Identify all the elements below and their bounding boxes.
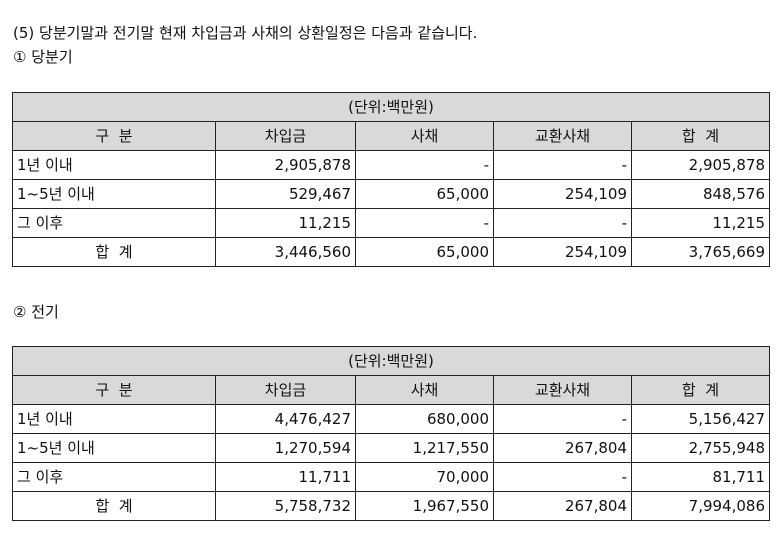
column-header-borrowings: 차입금 xyxy=(215,121,356,151)
unit-label: (단위:백만원) xyxy=(12,346,770,376)
section-heading-prior: ② 전기 xyxy=(13,303,59,321)
table-row: 1년 이내 2,905,878 - - 2,905,878 xyxy=(12,150,770,180)
cell-total: 2,755,948 xyxy=(631,433,770,463)
cell-exchangeable-bonds: 267,804 xyxy=(493,491,632,521)
cell-bonds: 65,000 xyxy=(355,179,494,209)
total-row: 합 계 5,758,732 1,967,550 267,804 7,994,08… xyxy=(12,491,770,521)
cell-total: 5,156,427 xyxy=(631,404,770,434)
table-row: 1년 이내 4,476,427 680,000 - 5,156,427 xyxy=(12,404,770,434)
cell-exchangeable-bonds: - xyxy=(493,208,632,238)
row-label-total: 합 계 xyxy=(12,237,216,267)
column-header-exchangeable-bonds: 교환사채 xyxy=(493,121,632,151)
cell-bonds: - xyxy=(355,208,494,238)
unit-row: (단위:백만원) xyxy=(12,346,770,376)
cell-bonds: 680,000 xyxy=(355,404,494,434)
cell-exchangeable-bonds: 254,109 xyxy=(493,179,632,209)
row-label: 1~5년 이내 xyxy=(12,179,216,209)
cell-borrowings: 3,446,560 xyxy=(215,237,356,267)
column-header-borrowings: 차입금 xyxy=(215,375,356,405)
cell-total: 848,576 xyxy=(631,179,770,209)
cell-bonds: 1,217,550 xyxy=(355,433,494,463)
row-label: 그 이후 xyxy=(12,462,216,492)
cell-exchangeable-bonds: - xyxy=(493,462,632,492)
table-row: 그 이후 11,711 70,000 - 81,711 xyxy=(12,462,770,492)
column-header-total: 합 계 xyxy=(631,375,770,405)
table-row: 그 이후 11,215 - - 11,215 xyxy=(12,208,770,238)
column-header-bonds: 사채 xyxy=(355,375,494,405)
cell-bonds: 65,000 xyxy=(355,237,494,267)
row-label: 1년 이내 xyxy=(12,150,216,180)
unit-label: (단위:백만원) xyxy=(12,92,770,122)
row-label: 1년 이내 xyxy=(12,404,216,434)
cell-borrowings: 1,270,594 xyxy=(215,433,356,463)
table-row: 1~5년 이내 529,467 65,000 254,109 848,576 xyxy=(12,179,770,209)
cell-bonds: 1,967,550 xyxy=(355,491,494,521)
column-header-total: 합 계 xyxy=(631,121,770,151)
cell-exchangeable-bonds: 254,109 xyxy=(493,237,632,267)
cell-total: 3,765,669 xyxy=(631,237,770,267)
cell-total: 81,711 xyxy=(631,462,770,492)
row-label: 그 이후 xyxy=(12,208,216,238)
cell-exchangeable-bonds: - xyxy=(493,150,632,180)
column-header-bonds: 사채 xyxy=(355,121,494,151)
column-header-category: 구 분 xyxy=(12,375,216,405)
cell-borrowings: 4,476,427 xyxy=(215,404,356,434)
total-row: 합 계 3,446,560 65,000 254,109 3,765,669 xyxy=(12,237,770,267)
cell-borrowings: 2,905,878 xyxy=(215,150,356,180)
row-label-total: 합 계 xyxy=(12,491,216,521)
document-title: (5) 당분기말과 전기말 현재 차입금과 사채의 상환일정은 다음과 같습니다… xyxy=(13,24,478,42)
table-row: 1~5년 이내 1,270,594 1,217,550 267,804 2,75… xyxy=(12,433,770,463)
cell-bonds: 70,000 xyxy=(355,462,494,492)
column-header-category: 구 분 xyxy=(12,121,216,151)
repayment-table-current: (단위:백만원) 구 분 차입금 사채 교환사채 합 계 1년 이내 2,905… xyxy=(12,92,770,267)
cell-total: 2,905,878 xyxy=(631,150,770,180)
section-heading-current: ① 당분기 xyxy=(13,48,73,66)
cell-borrowings: 11,215 xyxy=(215,208,356,238)
cell-borrowings: 5,758,732 xyxy=(215,491,356,521)
unit-row: (단위:백만원) xyxy=(12,92,770,122)
cell-total: 7,994,086 xyxy=(631,491,770,521)
cell-exchangeable-bonds: 267,804 xyxy=(493,433,632,463)
repayment-table-prior: (단위:백만원) 구 분 차입금 사채 교환사채 합 계 1년 이내 4,476… xyxy=(12,346,770,521)
cell-exchangeable-bonds: - xyxy=(493,404,632,434)
column-header-exchangeable-bonds: 교환사채 xyxy=(493,375,632,405)
header-row: 구 분 차입금 사채 교환사채 합 계 xyxy=(12,121,770,151)
row-label: 1~5년 이내 xyxy=(12,433,216,463)
cell-bonds: - xyxy=(355,150,494,180)
header-row: 구 분 차입금 사채 교환사채 합 계 xyxy=(12,375,770,405)
cell-borrowings: 11,711 xyxy=(215,462,356,492)
cell-total: 11,215 xyxy=(631,208,770,238)
cell-borrowings: 529,467 xyxy=(215,179,356,209)
